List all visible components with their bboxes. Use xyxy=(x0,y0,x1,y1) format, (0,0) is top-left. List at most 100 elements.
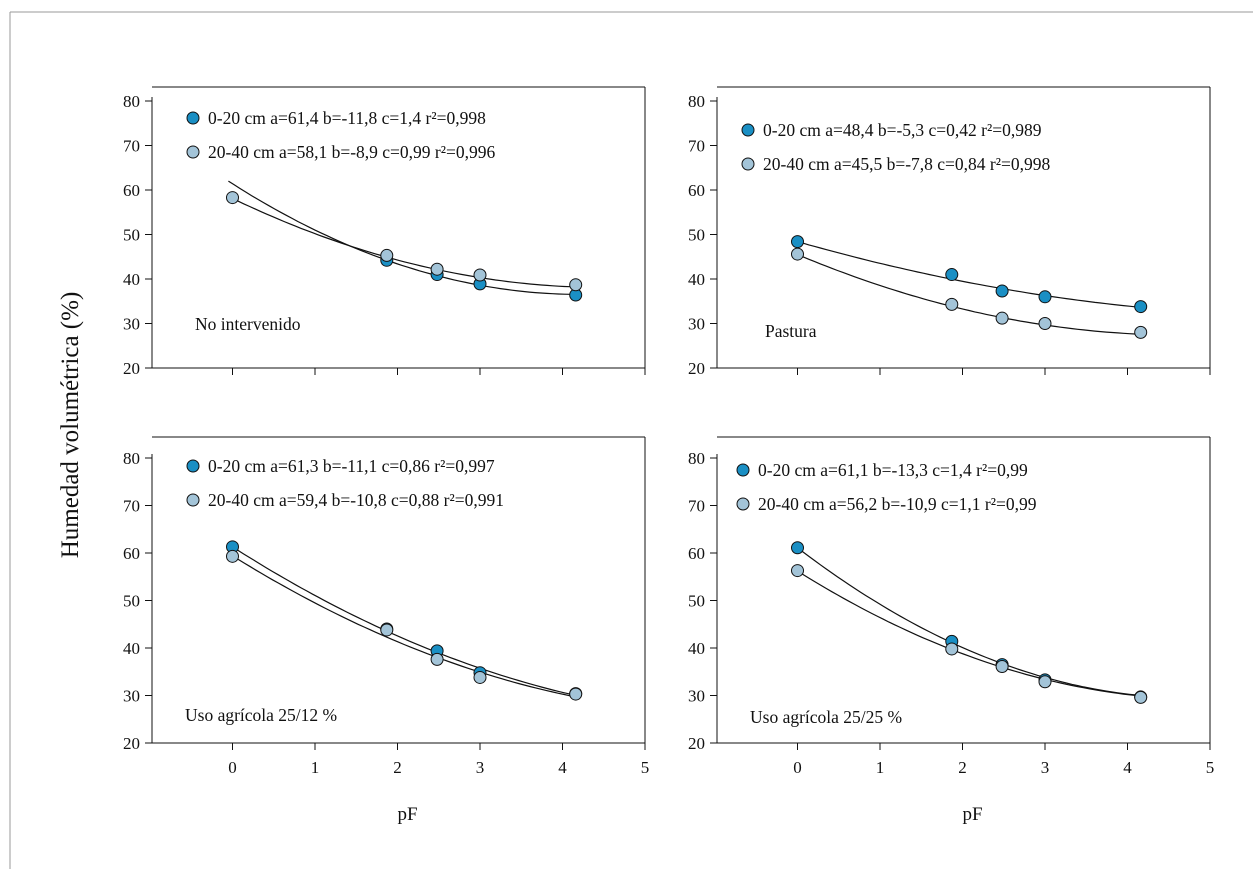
x-tick-label: 2 xyxy=(958,758,967,777)
y-tick-label: 20 xyxy=(123,359,140,378)
fit-curve-0-20cm xyxy=(797,241,1141,308)
legend-label: 20-40 cm a=45,5 b=-7,8 c=0,84 r²=0,998 xyxy=(763,154,1050,174)
y-tick-label: 80 xyxy=(688,449,705,468)
data-point-20-40cm xyxy=(226,549,239,563)
x-axis-title: pF xyxy=(397,804,417,825)
data-point-20-40cm xyxy=(1134,690,1148,704)
y-tick-label: 70 xyxy=(688,137,705,156)
data-point-20-40cm xyxy=(945,642,959,656)
data-point-20-40cm xyxy=(995,311,1009,325)
panel-label: Pastura xyxy=(765,321,817,341)
y-tick-label: 80 xyxy=(688,92,705,111)
data-point-20-40cm xyxy=(569,278,583,292)
legend-label: 20-40 cm a=56,2 b=-10,9 c=1,1 r²=0,99 xyxy=(758,494,1037,514)
data-point-20-40cm xyxy=(380,248,394,262)
y-tick-label: 40 xyxy=(688,270,705,289)
fit-curve-0-20cm xyxy=(232,546,576,697)
x-tick-label: 5 xyxy=(641,758,650,777)
legend-label: 20-40 cm a=59,4 b=-10,8 c=0,88 r²=0,991 xyxy=(208,490,504,510)
y-tick-label: 70 xyxy=(688,497,705,516)
panel-label: Uso agrícola 25/12 % xyxy=(185,705,337,725)
data-point-20-40cm xyxy=(569,687,583,701)
y-tick-label: 70 xyxy=(123,137,140,156)
x-tick-label: 4 xyxy=(558,758,567,777)
legend-label: 0-20 cm a=61,3 b=-11,1 c=0,86 r²=0,997 xyxy=(208,456,495,476)
y-tick-label: 60 xyxy=(688,544,705,563)
y-tick-label: 30 xyxy=(123,315,140,334)
y-tick-label: 20 xyxy=(688,359,705,378)
data-point-20-40cm xyxy=(945,297,959,311)
fit-curve-0-20cm xyxy=(797,547,1141,697)
fit-curve-20-40cm xyxy=(232,197,576,288)
fit-curve-20-40cm xyxy=(797,253,1141,335)
data-point-0-20cm xyxy=(1038,290,1052,304)
data-point-20-40cm xyxy=(430,652,444,666)
y-tick-label: 50 xyxy=(688,226,705,245)
data-point-0-20cm xyxy=(945,268,959,282)
legend-marker xyxy=(186,111,200,125)
x-tick-label: 2 xyxy=(393,758,402,777)
x-tick-label: 3 xyxy=(1041,758,1050,777)
legend-marker xyxy=(186,145,200,159)
y-tick-label: 50 xyxy=(688,592,705,611)
legend-marker xyxy=(186,493,200,507)
panel-label: Uso agrícola 25/25 % xyxy=(750,707,902,727)
data-point-20-40cm xyxy=(226,191,239,205)
y-tick-label: 20 xyxy=(123,734,140,753)
y-tick-label: 40 xyxy=(123,270,140,289)
legend-marker xyxy=(741,157,755,171)
y-tick-label: 30 xyxy=(123,687,140,706)
data-point-20-40cm xyxy=(380,623,394,637)
x-tick-label: 0 xyxy=(228,758,237,777)
data-point-20-40cm xyxy=(995,660,1009,674)
y-tick-label: 40 xyxy=(123,639,140,658)
x-tick-label: 1 xyxy=(311,758,320,777)
x-axis-title: pF xyxy=(962,804,982,825)
data-point-20-40cm xyxy=(791,564,804,578)
y-tick-label: 80 xyxy=(123,92,140,111)
data-point-20-40cm xyxy=(473,268,487,282)
y-tick-label: 50 xyxy=(123,592,140,611)
y-tick-label: 60 xyxy=(688,181,705,200)
x-tick-label: 4 xyxy=(1123,758,1132,777)
data-point-20-40cm xyxy=(430,262,444,276)
data-point-20-40cm xyxy=(1134,325,1148,339)
legend-label: 0-20 cm a=48,4 b=-5,3 c=0,42 r²=0,989 xyxy=(763,120,1042,140)
data-point-20-40cm xyxy=(1038,317,1052,330)
data-point-20-40cm xyxy=(473,670,487,684)
data-point-0-20cm xyxy=(995,284,1009,298)
x-tick-label: 0 xyxy=(793,758,802,777)
data-point-20-40cm xyxy=(791,247,804,261)
x-tick-label: 5 xyxy=(1206,758,1215,777)
y-tick-label: 80 xyxy=(123,449,140,468)
y-tick-label: 60 xyxy=(123,544,140,563)
x-tick-label: 1 xyxy=(876,758,885,777)
data-point-20-40cm xyxy=(1038,675,1052,689)
y-tick-label: 20 xyxy=(688,734,705,753)
y-tick-label: 30 xyxy=(688,687,705,706)
legend-label: 20-40 cm a=58,1 b=-8,9 c=0,99 r²=0,996 xyxy=(208,142,495,162)
data-point-0-20cm xyxy=(1134,300,1148,314)
data-point-0-20cm xyxy=(791,235,804,249)
data-point-0-20cm xyxy=(791,541,804,555)
fit-curve-20-40cm xyxy=(232,555,576,698)
y-tick-label: 30 xyxy=(688,315,705,334)
legend-marker xyxy=(741,123,755,137)
y-tick-label: 60 xyxy=(123,181,140,200)
x-tick-label: 3 xyxy=(476,758,485,777)
legend-marker xyxy=(736,463,750,477)
y-axis-title: Humedad volumétrica (%) xyxy=(57,292,84,559)
panel-3: 20 30 40 50 60 70 80 0 1 2 3 4 5 pF 0-20 cm a=61,3 b=-… xyxy=(123,436,650,825)
y-tick-label: 50 xyxy=(123,226,140,245)
panel-4: 20 30 40 50 60 70 80 0 1 2 3 4 5 pF 0-20 cm a=61,1 b=-… xyxy=(688,436,1215,825)
panel-1: 20 30 40 50 60 70 80 0-20 cm a=61,4 b=-11,8 c=1… xyxy=(123,86,646,378)
fit-curve-0-20cm xyxy=(228,180,576,295)
panel-label: No intervenido xyxy=(195,314,301,334)
y-tick-label: 70 xyxy=(123,497,140,516)
legend-label: 0-20 cm a=61,4 b=-11,8 c=1,4 r²=0,998 xyxy=(208,108,486,128)
legend-marker xyxy=(186,459,200,473)
fit-curve-20-40cm xyxy=(797,570,1141,697)
legend-marker xyxy=(736,497,750,511)
